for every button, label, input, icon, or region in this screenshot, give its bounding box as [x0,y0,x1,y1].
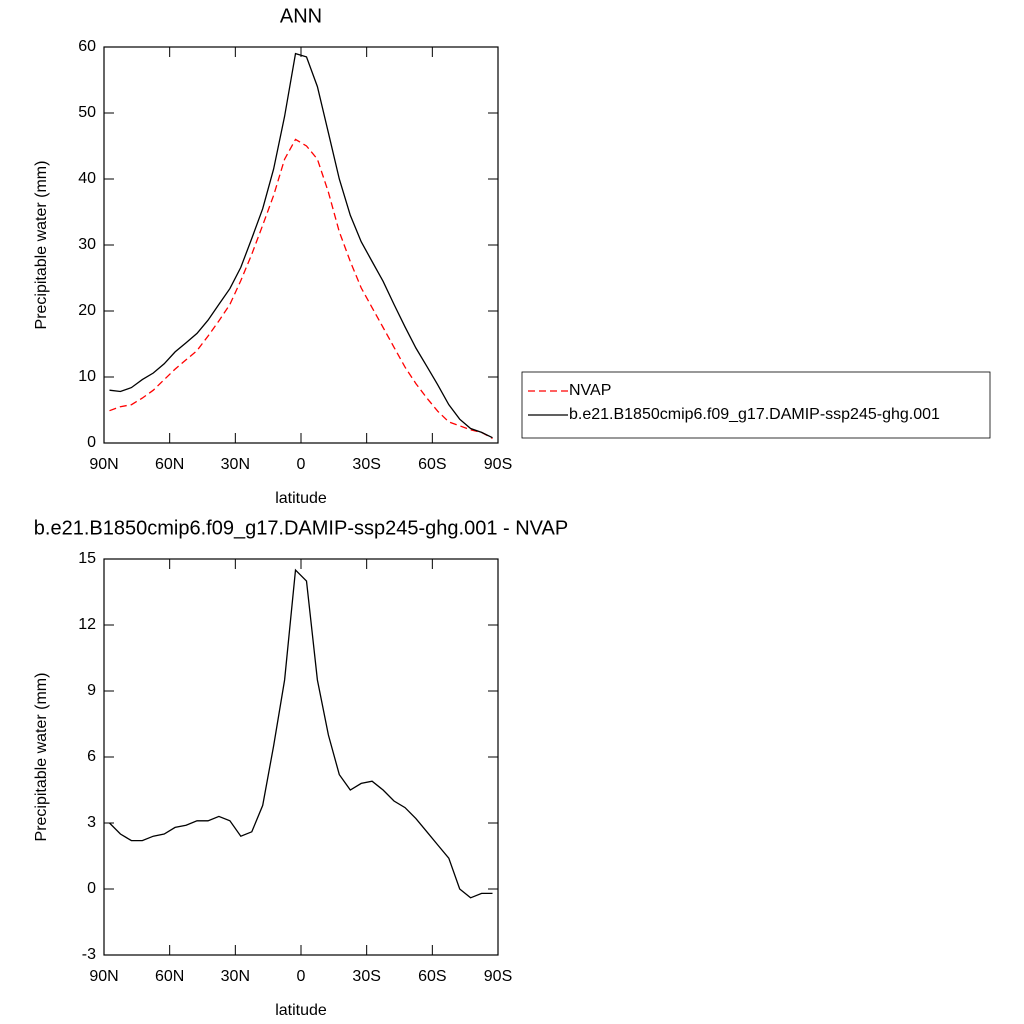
y-tick-label: 10 [78,368,96,385]
legend-label: b.e21.B1850cmip6.f09_g17.DAMIP-ssp245-gh… [569,406,940,423]
y-axis-label: Precipitable water (mm) [33,161,50,330]
x-tick-label: 60N [155,968,184,985]
data-line [109,568,493,899]
y-tick-label: 6 [87,748,96,765]
x-tick-label: 90N [89,968,118,985]
y-tick-label: 3 [87,814,96,831]
data-line [109,52,493,439]
legend-label: NVAP [569,382,611,399]
x-axis-label: latitude [275,1002,327,1019]
x-tick-label: 60N [155,456,184,473]
y-tick-label: 0 [87,880,96,897]
chart-title: ANN [280,5,322,27]
x-tick-label: 60S [418,456,446,473]
y-tick-label: 20 [78,302,96,319]
y-axis-label: Precipitable water (mm) [33,673,50,842]
x-tick-label: 0 [297,456,306,473]
x-tick-label: 30N [221,968,250,985]
x-tick-label: 90S [484,456,512,473]
plot-frame [103,558,499,956]
y-tick-label: 9 [87,682,96,699]
y-tick-label: 40 [78,170,96,187]
y-tick-label: -3 [82,946,96,963]
x-tick-label: 60S [418,968,446,985]
y-tick-label: 15 [78,550,96,567]
x-tick-label: 90S [484,968,512,985]
legend-box [521,371,991,439]
y-tick-label: 50 [78,104,96,121]
plot-frame [103,46,499,444]
x-axis-label: latitude [275,490,327,507]
y-tick-label: 12 [78,616,96,633]
x-tick-label: 30S [352,968,380,985]
y-tick-label: 0 [87,434,96,451]
x-tick-label: 0 [297,968,306,985]
x-tick-label: 90N [89,456,118,473]
x-tick-label: 30N [221,456,250,473]
x-tick-label: 30S [352,456,380,473]
y-tick-label: 60 [78,38,96,55]
y-tick-label: 30 [78,236,96,253]
chart-title: b.e21.B1850cmip6.f09_g17.DAMIP-ssp245-gh… [34,517,568,539]
data-line [109,138,493,439]
